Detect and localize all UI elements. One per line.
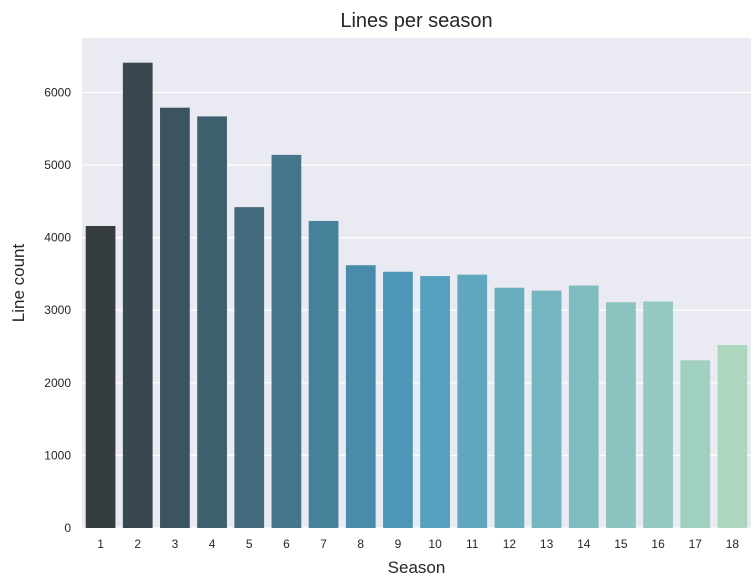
y-tick-label: 4000	[44, 231, 71, 245]
gridlines	[82, 91, 751, 529]
bar-season-4	[197, 116, 227, 529]
bar-season-1	[85, 226, 116, 528]
bar-season-10	[420, 276, 450, 528]
x-tick-label: 9	[395, 537, 402, 551]
x-tick-label: 14	[577, 537, 591, 551]
x-tick-label: 6	[283, 537, 290, 551]
bar-season-17	[680, 360, 711, 528]
x-tick-label: 18	[726, 537, 740, 551]
bar-season-2	[122, 62, 153, 528]
chart-title: Lines per season	[340, 10, 492, 32]
bar-season-9	[383, 271, 413, 528]
y-tick-label: 0	[64, 521, 71, 535]
bar-season-16	[643, 301, 673, 528]
x-tick-label: 17	[689, 537, 703, 551]
x-tick-label: 12	[503, 537, 517, 551]
x-tick-label: 5	[246, 537, 253, 551]
x-tick-label: 10	[428, 537, 442, 551]
x-tick-label: 8	[357, 537, 364, 551]
bar-season-5	[234, 207, 265, 528]
bar-season-13	[531, 290, 562, 528]
x-tick-label: 3	[172, 537, 179, 551]
y-axis-label: Line count	[9, 243, 28, 322]
y-tick-label: 2000	[44, 376, 71, 390]
x-axis-label: Season	[388, 558, 446, 577]
y-tick-labels: 0 1000 2000 3000 4000 5000 6000	[44, 85, 71, 535]
y-tick-label: 6000	[44, 85, 71, 99]
x-tick-label: 4	[209, 537, 216, 551]
bar-season-11	[457, 274, 488, 528]
bar-season-7	[308, 220, 339, 528]
x-tick-label: 2	[134, 537, 141, 551]
bar-season-6	[271, 154, 302, 528]
x-tick-label: 11	[466, 537, 479, 551]
bar-season-12	[494, 287, 525, 528]
x-tick-label: 1	[97, 537, 104, 551]
bar-season-18	[717, 345, 748, 528]
x-tick-label: 13	[540, 537, 554, 551]
bars	[85, 62, 748, 529]
bar-season-14	[568, 285, 599, 528]
y-tick-label: 3000	[44, 303, 71, 317]
plot-background	[82, 38, 751, 528]
bar-season-8	[345, 265, 376, 528]
x-tick-label: 16	[651, 537, 665, 551]
bar-season-3	[160, 107, 190, 528]
y-tick-label: 1000	[44, 448, 71, 462]
x-tick-label: 15	[614, 537, 628, 551]
bar-season-15	[606, 302, 636, 528]
y-tick-label: 5000	[44, 158, 71, 172]
x-tick-labels: 1 2 3 4 5 6 7 8 9 10 11 12 13 14 15 16 17 18	[97, 537, 739, 551]
x-tick-label: 7	[320, 537, 327, 551]
